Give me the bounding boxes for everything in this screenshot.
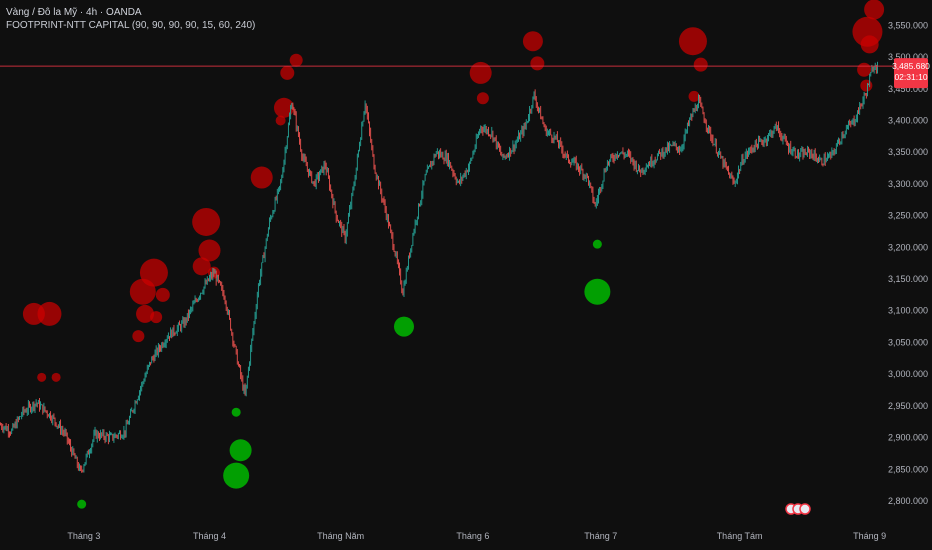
sell-bubble[interactable] [192, 207, 221, 236]
sell-bubble[interactable] [51, 372, 61, 382]
y-axis: 2,800.000 2,850.000 2,900.000 2,950.000 3,00… [888, 20, 928, 506]
buy-bubble[interactable] [393, 316, 414, 337]
y-tick-label: 2,800.000 [888, 496, 928, 506]
y-tick-label: 2,850.000 [888, 464, 928, 474]
sell-bubble[interactable] [155, 287, 170, 302]
y-tick-label: 3,450.000 [888, 84, 928, 94]
sell-bubble[interactable] [198, 239, 221, 262]
y-tick-label: 3,250.000 [888, 211, 928, 221]
sell-bubble[interactable] [860, 79, 873, 92]
buy-bubble[interactable] [592, 239, 602, 249]
price-label-countdown: 02:31:10 [894, 72, 927, 82]
indicator-title[interactable]: FOOTPRINT-NTT CAPITAL (90, 90, 90, 90, 1… [6, 20, 256, 31]
x-tick-label: Tháng Tám [717, 531, 763, 541]
x-tick-label: Tháng 6 [456, 531, 489, 541]
symbol-title[interactable]: Vàng / Đô la Mỹ · 4h · OANDA [6, 7, 142, 18]
sell-bubble[interactable] [250, 166, 273, 189]
y-tick-label: 3,000.000 [888, 369, 928, 379]
buy-bubble[interactable] [584, 278, 611, 305]
event-flags-icon[interactable] [785, 503, 811, 515]
x-axis: Tháng 3 Tháng 4 Tháng Năm Tháng 6 Tháng 7 Thá… [67, 531, 886, 541]
chart-header: Vàng / Đô la Mỹ · 4h · OANDA FOOTPRINT-N… [6, 6, 255, 32]
sell-bubble[interactable] [150, 311, 163, 324]
y-tick-label: 3,500.000 [888, 52, 928, 62]
x-tick-label: Tháng Năm [317, 531, 364, 541]
sell-bubble[interactable] [693, 57, 708, 72]
sell-bubble[interactable] [132, 330, 145, 343]
price-label-value: 3,485.680 [892, 61, 930, 71]
sell-bubble[interactable] [275, 115, 286, 126]
y-tick-label: 3,050.000 [888, 337, 928, 347]
sell-bubbles [22, 0, 885, 382]
y-tick-label: 3,200.000 [888, 242, 928, 252]
x-tick-label: Tháng 4 [193, 531, 226, 541]
y-tick-label: 3,350.000 [888, 147, 928, 157]
buy-bubble[interactable] [229, 439, 252, 462]
buy-bubble[interactable] [223, 462, 250, 489]
y-tick-label: 2,950.000 [888, 401, 928, 411]
sell-bubble[interactable] [136, 304, 155, 323]
sell-bubble[interactable] [688, 90, 700, 102]
sell-bubble[interactable] [530, 56, 545, 71]
flag-icon[interactable] [799, 503, 811, 515]
sell-bubble[interactable] [857, 62, 872, 77]
sell-bubble[interactable] [280, 65, 295, 80]
y-tick-label: 3,300.000 [888, 179, 928, 189]
x-tick-label: Tháng 9 [853, 531, 886, 541]
sell-bubble[interactable] [864, 0, 885, 20]
sell-bubble[interactable] [522, 31, 543, 52]
y-tick-label: 3,550.000 [888, 20, 928, 30]
x-tick-label: Tháng 3 [67, 531, 100, 541]
sell-bubble[interactable] [37, 372, 47, 382]
y-tick-label: 3,400.000 [888, 115, 928, 125]
price-label-background [894, 58, 928, 89]
sell-bubble[interactable] [678, 27, 707, 56]
price-label[interactable]: 3,485.680 02:31:10 [892, 58, 930, 89]
x-tick-label: Tháng 7 [584, 531, 617, 541]
sell-bubble[interactable] [476, 92, 489, 105]
sell-bubble[interactable] [192, 257, 211, 276]
buy-bubble[interactable] [77, 499, 87, 509]
sell-bubble[interactable] [273, 97, 294, 118]
sell-bubble[interactable] [139, 258, 168, 287]
buy-bubble[interactable] [231, 407, 241, 417]
buy-bubbles [77, 239, 611, 509]
sell-bubble[interactable] [469, 61, 492, 84]
candles [0, 61, 878, 473]
sell-bubble[interactable] [37, 301, 62, 326]
y-tick-label: 3,150.000 [888, 274, 928, 284]
sell-bubble[interactable] [860, 35, 879, 54]
sell-bubble[interactable] [289, 53, 303, 67]
y-tick-label: 2,900.000 [888, 433, 928, 443]
y-tick-label: 3,100.000 [888, 306, 928, 316]
